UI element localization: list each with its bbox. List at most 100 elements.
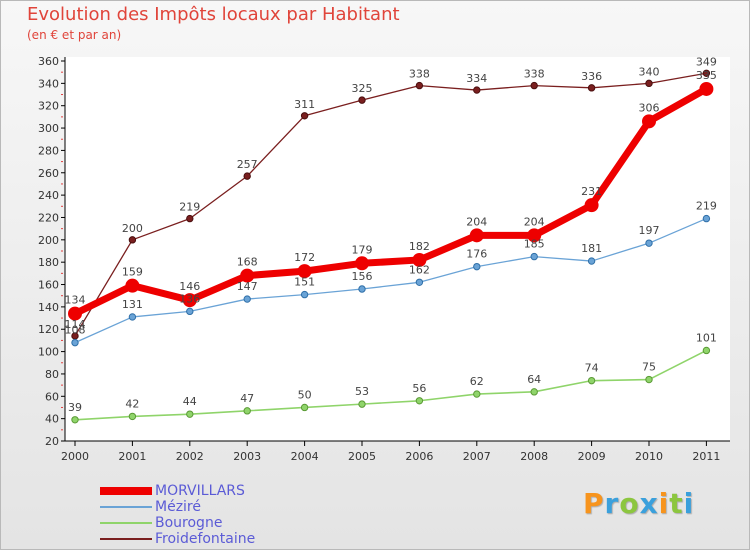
- data-label: 162: [409, 263, 430, 276]
- data-label: 134: [65, 294, 86, 307]
- logo-letter: x: [639, 487, 659, 520]
- data-label: 53: [355, 385, 369, 398]
- data-label: 219: [696, 200, 717, 213]
- data-point: [645, 375, 653, 384]
- y-tick-label: 140: [38, 301, 59, 314]
- y-tick-label: 200: [38, 234, 59, 247]
- logo-letter: t: [669, 487, 684, 520]
- data-label: 325: [352, 82, 373, 95]
- y-tick-label: 100: [38, 346, 59, 359]
- data-label: 311: [294, 98, 315, 111]
- data-label: 136: [179, 292, 200, 305]
- data-point: [530, 252, 538, 261]
- data-label: 338: [409, 68, 430, 81]
- data-label: 131: [122, 298, 143, 311]
- plot-area: [65, 57, 730, 441]
- logo-letter: o: [619, 487, 640, 520]
- data-label: 47: [240, 392, 254, 405]
- data-label: 108: [65, 324, 86, 337]
- data-point: [68, 306, 82, 321]
- y-tick-label: 220: [38, 211, 59, 224]
- legend-swatch: [100, 506, 152, 508]
- legend-swatch: [100, 522, 152, 524]
- x-tick-label: 2011: [692, 450, 720, 463]
- logo-letter: i: [658, 487, 670, 520]
- data-point: [128, 412, 137, 421]
- data-label: 56: [412, 382, 426, 395]
- data-label: 349: [696, 55, 717, 68]
- data-point: [71, 338, 79, 347]
- data-label: 204: [466, 215, 487, 228]
- legend-swatch: [100, 538, 152, 540]
- data-point: [358, 96, 366, 104]
- data-label: 197: [639, 224, 660, 237]
- y-tick-label: 340: [38, 77, 59, 90]
- data-label: 334: [466, 72, 487, 85]
- x-tick-label: 2006: [405, 450, 433, 463]
- data-label: 338: [524, 68, 545, 81]
- proxiti-logo: Proxiti: [583, 487, 694, 520]
- data-label: 200: [122, 222, 143, 235]
- y-tick-label: 40: [45, 413, 59, 426]
- x-tick-label: 2000: [61, 450, 89, 463]
- series-line-morvillars: [71, 85, 710, 318]
- data-label: 74: [585, 362, 599, 375]
- data-point: [469, 228, 484, 243]
- data-point: [415, 278, 424, 286]
- data-point: [243, 407, 251, 415]
- data-point: [358, 285, 366, 293]
- data-label: 168: [237, 256, 258, 269]
- data-point: [412, 252, 427, 267]
- data-point: [699, 81, 714, 96]
- data-point: [300, 290, 309, 299]
- data-point: [297, 264, 312, 279]
- y-tick-label: 120: [38, 323, 59, 336]
- data-label: 146: [179, 280, 200, 293]
- data-point: [642, 114, 656, 129]
- data-point: [415, 81, 424, 90]
- data-label: 39: [68, 401, 82, 414]
- data-label: 114: [65, 318, 86, 331]
- legend-label: Méziré: [155, 499, 201, 515]
- data-point: [527, 228, 542, 243]
- logo-letter: r: [604, 487, 620, 520]
- data-point: [186, 410, 194, 418]
- data-label: 147: [237, 280, 258, 293]
- data-point: [587, 84, 596, 92]
- data-point: [186, 214, 194, 223]
- data-point: [702, 346, 711, 355]
- data-point: [645, 239, 653, 247]
- data-label: 62: [470, 375, 484, 388]
- data-point: [240, 268, 255, 283]
- data-label: 257: [237, 158, 258, 171]
- y-tick-label: 20: [45, 435, 59, 448]
- data-point: [182, 293, 197, 308]
- data-label: 176: [466, 248, 487, 261]
- x-tick-label: 2008: [520, 450, 548, 463]
- data-label: 64: [527, 373, 541, 386]
- x-tick-label: 2007: [463, 450, 491, 463]
- logo-letter: P: [583, 487, 605, 520]
- data-point: [243, 295, 251, 303]
- data-point: [702, 214, 711, 223]
- series-line-bourogne: [74, 349, 708, 421]
- data-label: 151: [294, 276, 315, 289]
- data-label: 219: [179, 201, 200, 214]
- data-label: 42: [125, 397, 139, 410]
- chart-subtitle: (en € et par an): [27, 28, 122, 42]
- data-point: [530, 81, 538, 90]
- data-point: [415, 397, 424, 405]
- data-label: 231: [581, 185, 602, 198]
- series-line-froidefontaine: [74, 72, 708, 337]
- series-line-méziré: [74, 217, 708, 344]
- data-point: [645, 79, 653, 88]
- data-point: [243, 172, 251, 180]
- legend-label: Bourogne: [155, 515, 223, 531]
- y-tick-label: 240: [38, 189, 59, 202]
- data-label: 156: [352, 270, 373, 283]
- data-point: [128, 236, 137, 244]
- data-point: [125, 278, 140, 293]
- chart-title: Evolution des Impôts locaux par Habitant: [27, 4, 400, 25]
- data-label: 182: [409, 240, 430, 253]
